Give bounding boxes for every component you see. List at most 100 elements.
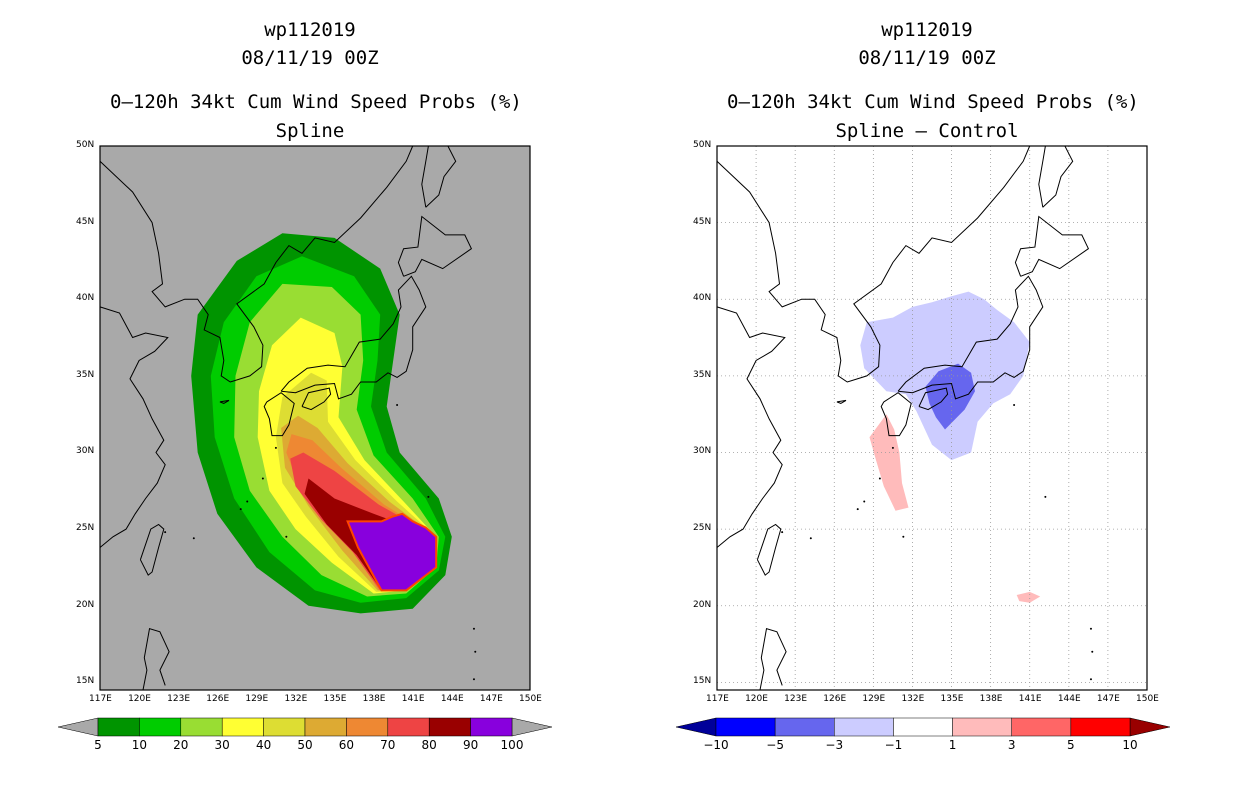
- colorbar-swatch: [139, 717, 182, 737]
- colorbar-swatch: [97, 717, 140, 737]
- island-dot: [239, 508, 242, 511]
- lat-tick-label: 50N: [693, 140, 712, 150]
- lon-tick-label: 126E: [206, 694, 230, 704]
- lon-tick-label: 135E: [323, 694, 347, 704]
- lon-tick-label: 117E: [89, 694, 112, 704]
- colorbar-label: 100: [500, 738, 524, 752]
- coastline: [1014, 215, 1090, 277]
- colorbar-label: 50: [297, 738, 313, 752]
- lat-tick-label: 30N: [76, 446, 95, 457]
- colorbar-label: −10: [703, 738, 729, 752]
- lat-tick-label: 40N: [76, 293, 95, 304]
- lat-tick-label: 25N: [76, 523, 95, 534]
- diff-region-3: [1016, 591, 1041, 603]
- coastline: [756, 523, 782, 576]
- lon-tick-label: 135E: [940, 694, 964, 704]
- lon-tick-label: 132E: [901, 694, 925, 704]
- lat-tick-label: 45N: [693, 216, 712, 227]
- island-dot: [1091, 650, 1094, 653]
- lat-tick-label: 40N: [693, 293, 712, 304]
- contour-edge: [346, 512, 438, 592]
- island-dot: [474, 650, 477, 653]
- lat-tick-label: 35N: [693, 369, 712, 380]
- colorbar-label: 70: [380, 738, 396, 752]
- left-title-method: Spline: [275, 120, 345, 142]
- coastline: [425, 145, 457, 208]
- colorbar-label: 20: [173, 738, 189, 752]
- colorbar-swatch: [893, 717, 953, 737]
- colorbar-high-arrow: [511, 717, 553, 737]
- island-dot: [1044, 495, 1047, 498]
- right-map-panel: [716, 145, 1148, 691]
- colorbar-label: 1: [948, 738, 957, 752]
- coastline: [759, 628, 787, 691]
- map-frame: [99, 145, 531, 691]
- colorbar-label: 30: [214, 738, 230, 752]
- coastline: [99, 145, 414, 383]
- left-title-date: 08/11/19 00Z: [241, 47, 379, 69]
- colorbar-label: 3: [1007, 738, 1016, 752]
- colorbar-swatch: [304, 717, 347, 737]
- contour-90: [347, 513, 437, 591]
- colorbar-label: 60: [338, 738, 355, 752]
- island-dot: [891, 446, 894, 449]
- coastline: [918, 387, 949, 411]
- left-colorbar: [57, 717, 553, 737]
- lon-tick-label: 126E: [823, 694, 847, 704]
- colorbar-label: 10: [1122, 738, 1138, 752]
- colorbar-swatch: [387, 717, 430, 737]
- lon-tick-label: 141E: [1018, 694, 1042, 704]
- lat-tick-label: 45N: [76, 216, 95, 227]
- island-dot: [1089, 627, 1092, 630]
- colorbar-swatch: [1070, 717, 1131, 737]
- colorbar-low-arrow: [57, 717, 99, 737]
- island-dot: [1013, 403, 1016, 406]
- island-dot: [781, 531, 784, 534]
- colorbar-label: 5: [94, 738, 102, 752]
- island-dot: [902, 535, 905, 538]
- coastline: [397, 215, 473, 277]
- coastline: [421, 145, 429, 208]
- lon-tick-label: 150E: [1136, 694, 1159, 704]
- lon-tick-label: 129E: [245, 694, 269, 704]
- lon-tick-label: 123E: [167, 694, 191, 704]
- lat-tick-label: 15N: [76, 676, 95, 687]
- coastline: [897, 275, 1044, 400]
- left-title-product: 0–120h 34kt Cum Wind Speed Probs (%): [110, 91, 522, 113]
- coastline: [1042, 145, 1074, 208]
- lon-tick-label: 144E: [440, 694, 464, 704]
- coastline: [263, 392, 295, 437]
- diff-region-1: [925, 363, 975, 430]
- lon-tick-label: 141E: [401, 694, 425, 704]
- colorbar-swatch: [470, 717, 513, 737]
- right-title-storm: wp112019: [881, 19, 973, 41]
- island-dot: [396, 403, 399, 406]
- right-colorbar: [675, 717, 1171, 737]
- colorbar-high-arrow: [1129, 717, 1171, 737]
- coastline: [1038, 145, 1046, 208]
- right-title-date: 08/11/19 00Z: [858, 47, 996, 69]
- colorbar-label: −1: [884, 738, 903, 752]
- colorbar-label: −3: [825, 738, 844, 752]
- colorbar-label: 80: [421, 738, 437, 752]
- coastline: [836, 399, 847, 404]
- colorbar-swatch: [952, 717, 1012, 737]
- island-dot: [164, 531, 167, 534]
- left-title-storm: wp112019: [264, 19, 356, 41]
- island-dot: [878, 477, 881, 480]
- colorbar-label: 5: [1067, 738, 1075, 752]
- colorbar-label: 10: [131, 738, 148, 752]
- coastline: [139, 523, 165, 576]
- lon-tick-label: 147E: [479, 694, 503, 704]
- coastline: [219, 399, 230, 404]
- colorbar-swatch: [1011, 717, 1072, 737]
- colorbar-swatch: [428, 717, 471, 737]
- lon-tick-label: 120E: [128, 694, 151, 704]
- lat-tick-label: 30N: [693, 446, 712, 457]
- island-dot: [427, 495, 430, 498]
- left-map-panel: [99, 145, 531, 691]
- coastline: [280, 275, 427, 400]
- island-dot: [285, 535, 288, 538]
- lat-tick-label: 35N: [76, 369, 95, 380]
- map-frame: [716, 145, 1148, 691]
